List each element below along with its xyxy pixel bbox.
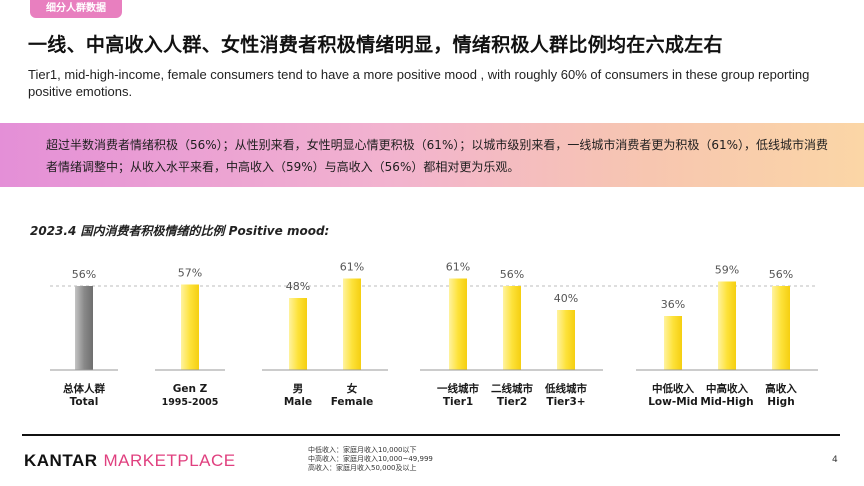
- chart-title: 2023.4 国内消费者积极情绪的比例 Positive mood:: [30, 224, 330, 238]
- bar: [289, 298, 307, 370]
- category-sublabel: 1995-2005: [162, 397, 219, 408]
- summary-banner: [0, 123, 864, 187]
- data-label: 59%: [715, 264, 739, 277]
- income-footnotes: 中低收入：家庭月收入10,000以下 中高收入：家庭月收入10,000~49,9…: [308, 446, 433, 473]
- category-label: 总体人群: [63, 382, 105, 395]
- bar: [75, 286, 93, 370]
- data-label: 61%: [446, 261, 470, 274]
- data-label: 56%: [500, 268, 524, 281]
- summary-banner-text: 超过半数消费者情绪积极（56%）；从性别来看，女性明显心情更积极（61%）；以城…: [46, 138, 829, 174]
- category-sublabel: Male: [284, 396, 312, 408]
- data-label: 61%: [340, 261, 364, 274]
- category-label: 中低收入: [652, 382, 694, 395]
- bar: [557, 310, 575, 370]
- category-sublabel: Low-Mid: [648, 396, 698, 408]
- page-subtitle: Tier1, mid-high-income, female consumers…: [28, 67, 810, 99]
- data-label: 40%: [554, 292, 578, 305]
- category-sublabel: Female: [331, 396, 374, 408]
- page-title: 一线、中高收入人群、女性消费者积极情绪明显，情绪积极人群比例均在六成左右: [28, 34, 723, 56]
- category-sublabel: Total: [70, 396, 99, 408]
- bar: [718, 281, 736, 370]
- footer-divider: [22, 434, 840, 436]
- category-sublabel: Tier2: [497, 396, 527, 408]
- category-sublabel: Tier3+: [546, 396, 585, 408]
- category-label: 低线城市: [544, 382, 587, 395]
- footnote-line: 中高收入：家庭月收入10,000~49,999: [308, 455, 433, 463]
- category-label: 男: [293, 383, 304, 395]
- data-label: 57%: [178, 267, 202, 280]
- footnote-line: 中低收入：家庭月收入10,000以下: [308, 446, 417, 454]
- category-label: 二线城市: [491, 382, 533, 395]
- category-label: 女: [347, 382, 358, 395]
- footnote-line: 高收入：家庭月收入50,000及以上: [308, 464, 417, 472]
- logo-kantar-text: KANTAR: [24, 451, 98, 470]
- logo-marketplace-text: MARKETPLACE: [103, 451, 236, 470]
- category-label: 一线城市: [437, 382, 479, 395]
- bar: [503, 286, 521, 370]
- category-sublabel: Mid-High: [700, 396, 753, 408]
- data-label: 56%: [72, 268, 96, 281]
- bar: [449, 278, 467, 370]
- bar: [181, 284, 199, 370]
- data-label: 36%: [661, 298, 685, 311]
- category-label: 中高收入: [706, 382, 748, 395]
- bar: [772, 286, 790, 370]
- data-label: 48%: [286, 280, 310, 293]
- page-number: 4: [832, 455, 838, 465]
- data-label: 56%: [769, 268, 793, 281]
- category-label: Gen Z: [173, 383, 208, 395]
- category-sublabel: High: [767, 396, 794, 408]
- section-tag: 细分人群数据: [30, 0, 122, 18]
- category-sublabel: Tier1: [443, 396, 473, 408]
- kantar-marketplace-logo: KANTAR MARKETPLACE: [24, 451, 236, 471]
- bar: [664, 316, 682, 370]
- category-label: 高收入: [765, 382, 797, 395]
- bar: [343, 278, 361, 370]
